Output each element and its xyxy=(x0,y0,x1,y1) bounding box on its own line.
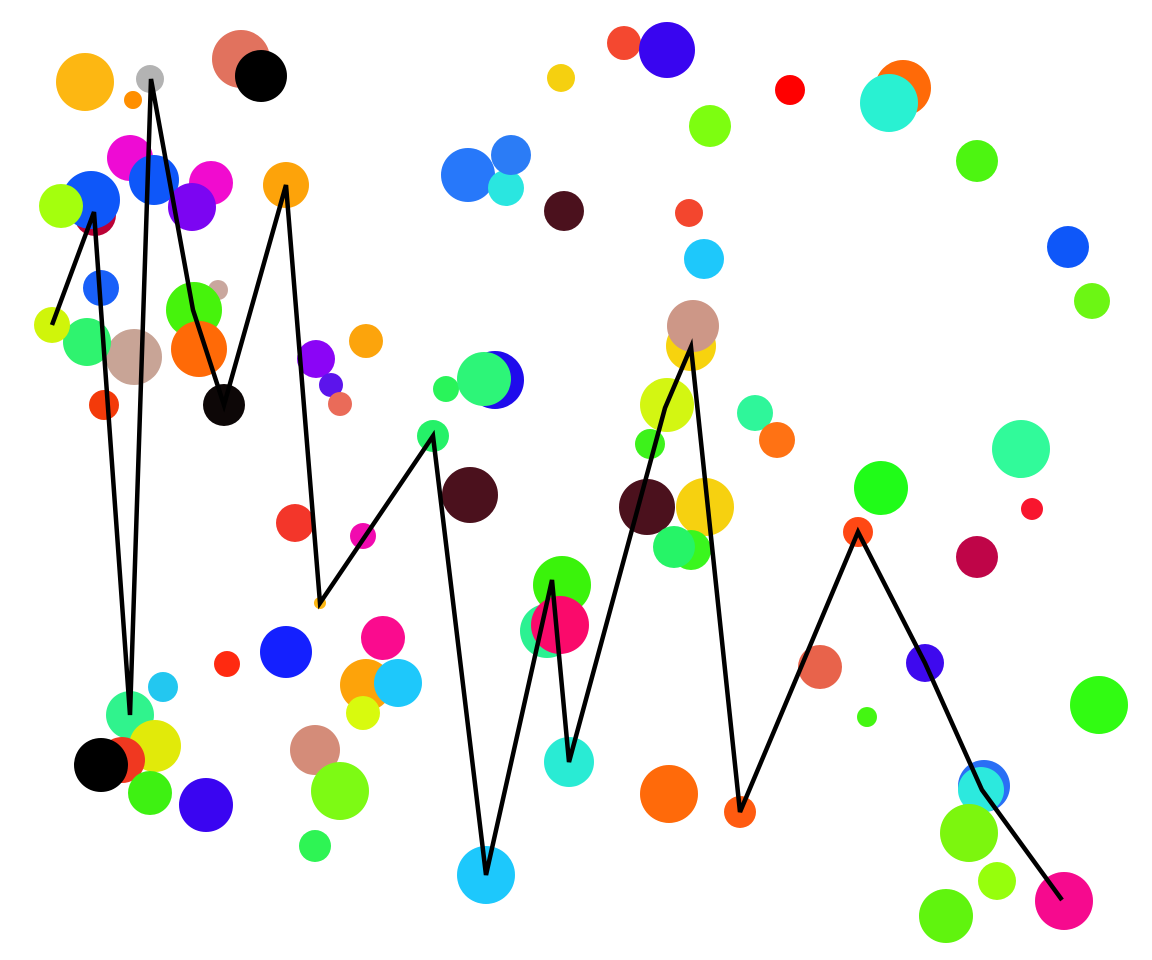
scatter-point xyxy=(854,461,908,515)
scatter-point xyxy=(919,889,973,943)
series-line xyxy=(49,78,1064,902)
scatter-point xyxy=(319,373,343,397)
scatter-point xyxy=(346,696,380,730)
scatter-point xyxy=(148,672,178,702)
scatter-point xyxy=(956,536,998,578)
scatter-point xyxy=(128,771,172,815)
scatter-point xyxy=(1070,676,1128,734)
scatter-point xyxy=(1035,872,1093,930)
scatter-point xyxy=(124,91,142,109)
scatter-point xyxy=(798,645,842,689)
scatter-point xyxy=(978,862,1016,900)
scatter-point xyxy=(179,778,233,832)
scatter-point xyxy=(260,626,312,678)
scatter-point xyxy=(276,504,314,542)
scatter-point xyxy=(547,64,575,92)
scatter-point xyxy=(63,318,111,366)
scatter-point xyxy=(860,74,918,132)
scatter-point xyxy=(235,50,287,102)
scatter-point xyxy=(775,75,805,105)
scatter-point xyxy=(684,239,724,279)
scatter-point xyxy=(89,390,119,420)
scatter-point xyxy=(1047,226,1089,268)
scatter-point xyxy=(171,321,227,377)
scatter-point xyxy=(544,191,584,231)
scatter-points xyxy=(34,22,1128,943)
scatter-point xyxy=(992,420,1050,478)
scatter-point xyxy=(299,830,331,862)
scatter-point xyxy=(1021,498,1043,520)
scatter-point xyxy=(940,804,998,862)
scatter-point xyxy=(328,392,352,416)
scatter-point xyxy=(607,26,641,60)
scatter-point xyxy=(457,352,511,406)
scatter-point xyxy=(442,467,498,523)
scatter-point xyxy=(640,765,698,823)
scatter-point xyxy=(737,395,773,431)
scatter-point xyxy=(676,478,734,536)
scatter-point xyxy=(297,340,335,378)
scatter-point xyxy=(491,135,531,175)
scatter-point xyxy=(759,422,795,458)
scatter-point xyxy=(675,199,703,227)
scatter-point xyxy=(619,479,675,535)
scatter-point xyxy=(311,762,369,820)
scatter-point xyxy=(74,738,128,792)
scatter-point xyxy=(39,184,83,228)
scatter-point xyxy=(374,659,422,707)
scatter-point xyxy=(56,53,114,111)
scatter-point xyxy=(956,140,998,182)
scatter-point xyxy=(433,376,459,402)
scatter-point xyxy=(349,324,383,358)
scatter-point xyxy=(689,105,731,147)
scatter-point xyxy=(667,300,719,352)
scatter-point xyxy=(488,170,524,206)
scatter-point xyxy=(441,148,495,202)
scatter-point xyxy=(106,329,162,385)
scatter-point xyxy=(214,651,240,677)
scatter-point xyxy=(635,429,665,459)
scatter-point xyxy=(361,616,405,660)
scatter-point xyxy=(639,22,695,78)
scatter-point xyxy=(168,183,216,231)
scatter-point xyxy=(1074,283,1110,319)
scatter-point xyxy=(653,526,695,568)
scatter-point xyxy=(290,725,340,775)
scatter-point xyxy=(857,707,877,727)
